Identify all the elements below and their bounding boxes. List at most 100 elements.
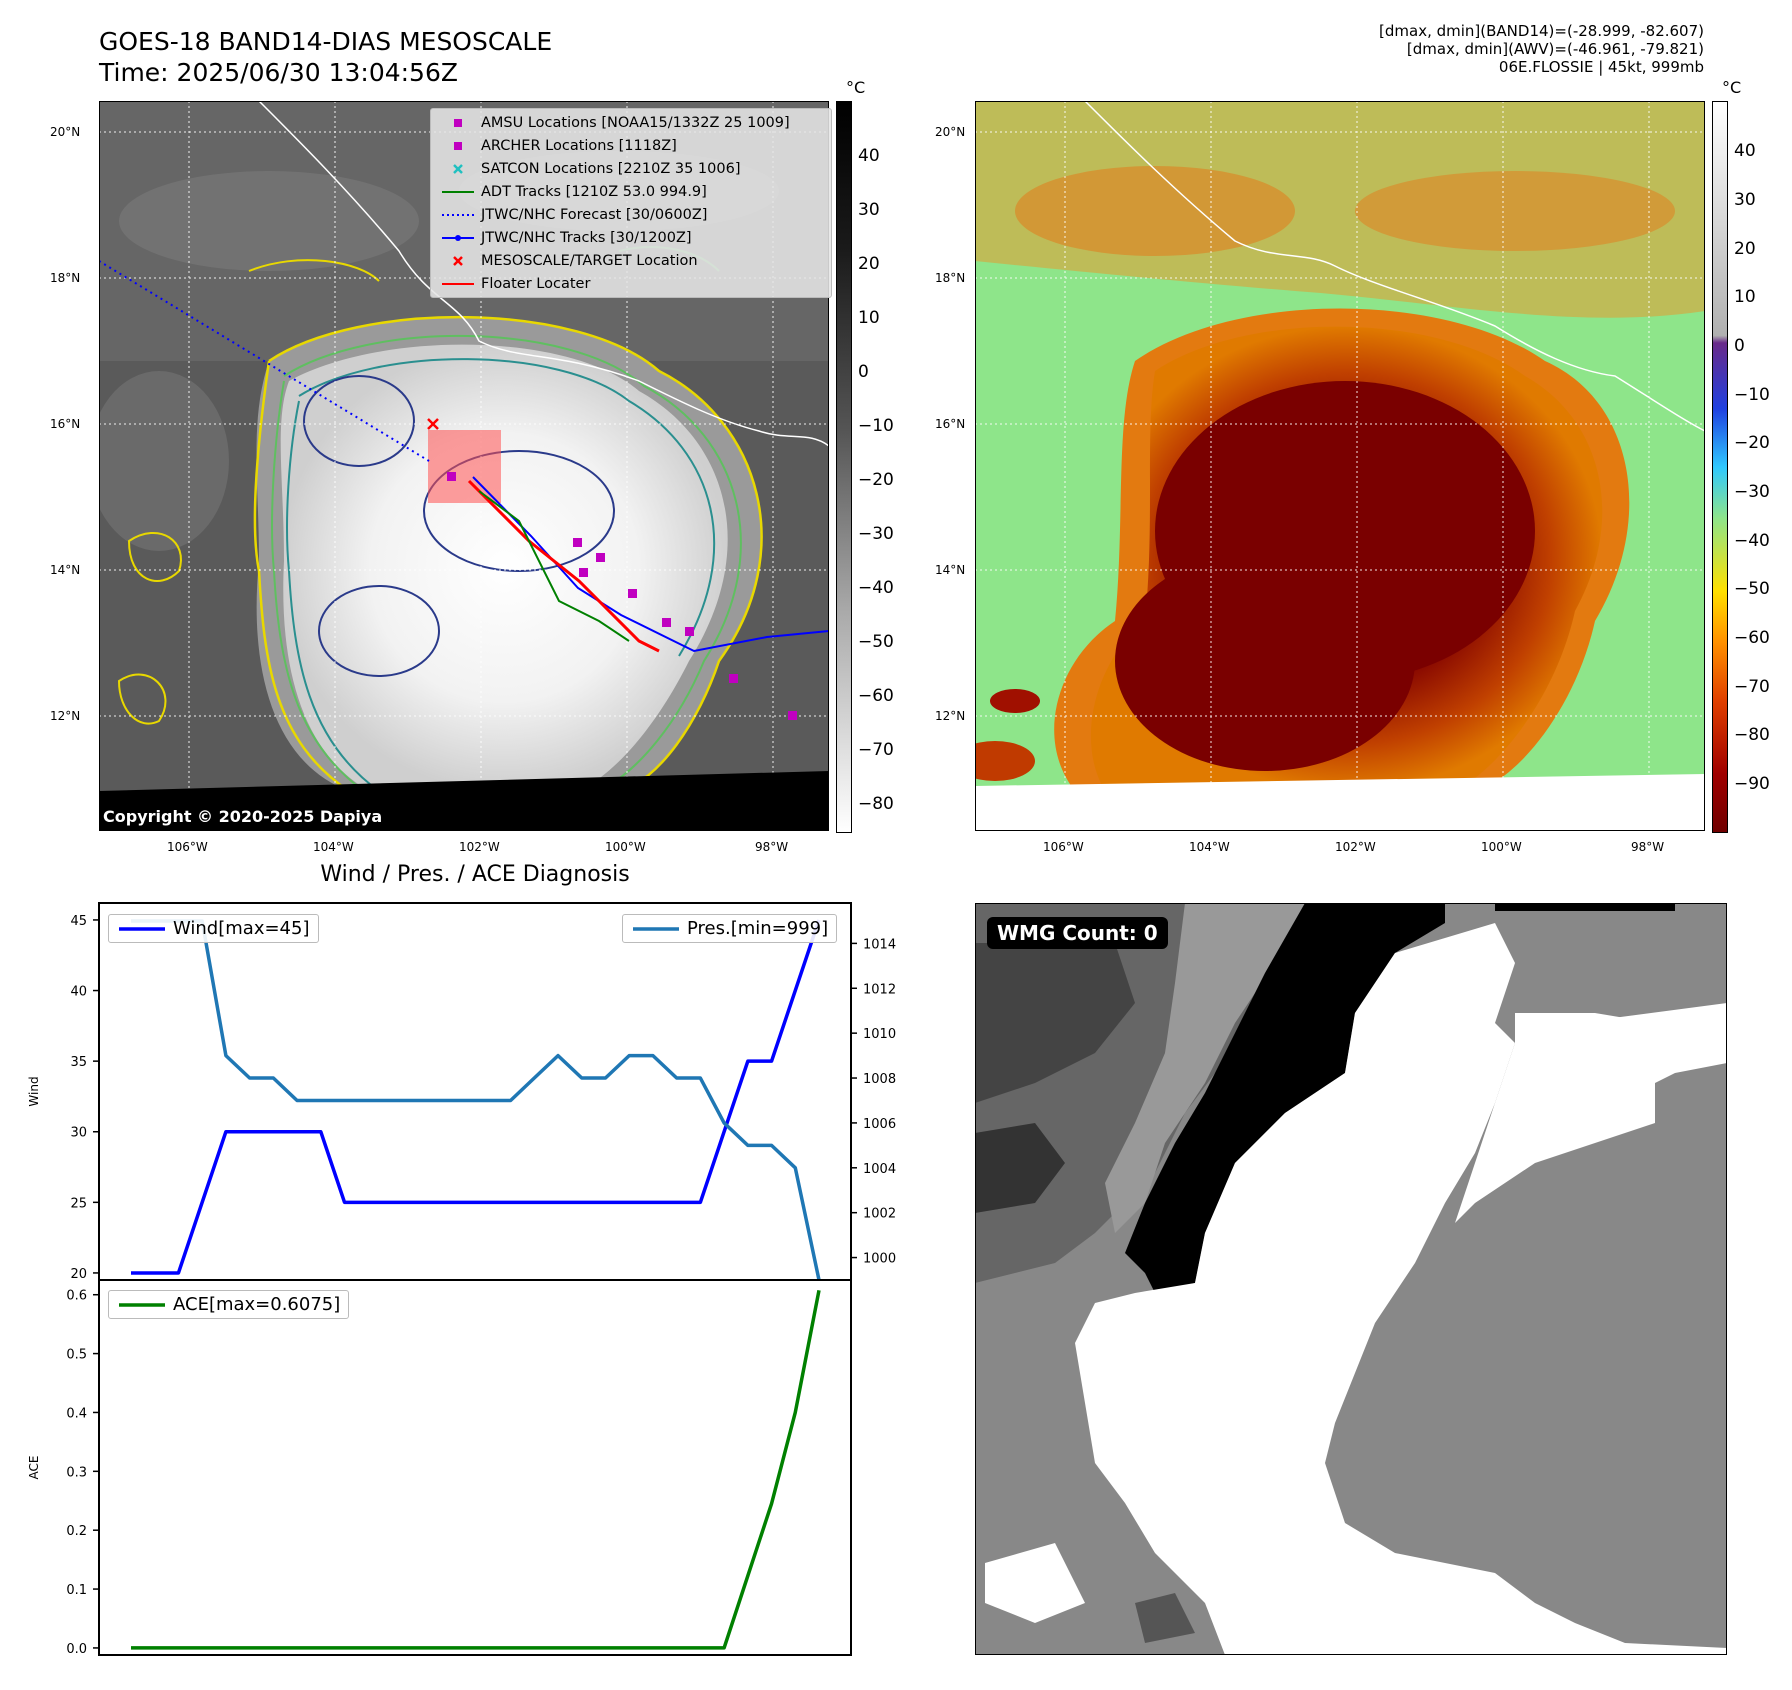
cb-tick: 0 — [1734, 336, 1745, 356]
legend-label: ARCHER Locations [1118Z] — [481, 137, 677, 154]
y-tick-label: 0.2 — [66, 1524, 87, 1539]
cb-tick: −10 — [858, 416, 894, 436]
cb-tick: 20 — [1734, 239, 1756, 259]
lon-label: 104°W — [1189, 840, 1230, 854]
cb-tick: −80 — [1734, 725, 1770, 745]
wind-legend-label: Wind[max=45] — [173, 918, 310, 939]
colorbar-right — [1712, 101, 1728, 833]
legend-label: JTWC/NHC Tracks [30/1200Z] — [481, 229, 692, 246]
lat-label: 14°N — [935, 563, 966, 577]
lat-label: 12°N — [935, 709, 966, 723]
cb-tick: −20 — [1734, 433, 1770, 453]
y2-tick-label: 1002 — [863, 1207, 896, 1222]
cb-tick: −50 — [1734, 579, 1770, 599]
legend-item-forecast: JTWC/NHC Forecast [30/0600Z] — [435, 203, 827, 226]
series-line — [131, 919, 821, 1275]
ace-legend: ACE[max=0.6075] — [108, 1290, 350, 1319]
legend-item-satcon: SATCON Locations [2210Z 35 1006] — [435, 157, 827, 180]
pressure-legend-label: Pres.[min=999] — [687, 918, 829, 939]
y2-tick-label: 1010 — [863, 1027, 896, 1042]
cb-tick: −80 — [858, 794, 894, 814]
y-tick-label: 45 — [70, 914, 87, 929]
y2-tick-label: 1008 — [863, 1072, 896, 1087]
legend-item-tracks: JTWC/NHC Tracks [30/1200Z] — [435, 226, 827, 249]
cb-tick: −40 — [858, 578, 894, 598]
lon-label: 100°W — [605, 840, 646, 854]
pressure-legend: Pres.[min=999] — [622, 914, 838, 943]
cb-tick: 10 — [1734, 287, 1756, 307]
legend-label: Floater Locater — [481, 275, 591, 292]
cb-tick: −10 — [1734, 385, 1770, 405]
map-legend: AMSU Locations [NOAA15/1332Z 25 1009] AR… — [430, 108, 832, 298]
wind-legend: Wind[max=45] — [108, 914, 319, 943]
y-tick-label: 40 — [70, 985, 87, 1000]
cb-tick: −70 — [858, 740, 894, 760]
lat-label: 20°N — [935, 125, 966, 139]
ir-map-right — [975, 101, 1705, 831]
info-line-1: [dmax, dmin](BAND14)=(-28.999, -82.607) — [1379, 22, 1704, 40]
cb-tick: 20 — [858, 254, 880, 274]
y2-tick-label: 1006 — [863, 1117, 896, 1132]
y-tick-label: 0.3 — [66, 1465, 87, 1480]
ace-panel: 0.6 0.5 0.4 0.3 0.2 0.1 0.0 ACE — [27, 1279, 852, 1657]
pressure-legend-swatch — [633, 926, 679, 931]
cb-tick: −40 — [1734, 531, 1770, 551]
title-line-2: Time: 2025/06/30 13:04:56Z — [99, 58, 458, 87]
legend-item-floater: Floater Locater — [435, 272, 827, 295]
lon-label: 104°W — [313, 840, 354, 854]
y-tick-label: 35 — [70, 1055, 87, 1070]
lat-label: 16°N — [50, 417, 81, 431]
y-tick-label: 0.6 — [66, 1289, 87, 1304]
lat-label: 20°N — [50, 125, 81, 139]
y-axis-label: ACE — [27, 1456, 41, 1480]
figure-title: GOES-18 BAND14-DIAS MESOSCALE Time: 2025… — [99, 26, 552, 88]
legend-label: AMSU Locations [NOAA15/1332Z 25 1009] — [481, 114, 790, 131]
cb-tick: −50 — [858, 632, 894, 652]
y-tick-label: 25 — [70, 1196, 87, 1211]
y-tick-label: 0.1 — [66, 1583, 87, 1598]
diagnosis-title: Wind / Pres. / ACE Diagnosis — [320, 862, 630, 887]
y-tick-label: 0.5 — [66, 1348, 87, 1363]
cb-tick: 30 — [1734, 190, 1756, 210]
y2-tick-label: 1012 — [863, 982, 896, 997]
colorbar-left-ticks: 40 30 20 10 0 −10 −20 −30 −40 −50 −60 −7… — [858, 101, 918, 831]
plot-frame — [98, 902, 852, 1281]
y-tick-label: 30 — [70, 1126, 87, 1141]
cb-tick: −60 — [1734, 628, 1770, 648]
lon-label: 102°W — [1335, 840, 1376, 854]
y-tick-label: 20 — [70, 1267, 87, 1282]
legend-item-amsu: AMSU Locations [NOAA15/1332Z 25 1009] — [435, 111, 827, 134]
wind-pres-ace-charts: 45 40 35 30 25 20 Wind 1014 1012 1010 1008 1006 1004… — [27, 902, 896, 1657]
legend-item-target: MESOSCALE/TARGET Location — [435, 249, 827, 272]
info-line-2: [dmax, dmin](AWV)=(-46.961, -79.821) — [1406, 40, 1704, 58]
lon-label: 100°W — [1481, 840, 1522, 854]
cb-tick: 0 — [858, 362, 869, 382]
cb-tick: 40 — [1734, 141, 1756, 161]
colorbar-left — [836, 101, 852, 833]
y2-tick-label: 1004 — [863, 1162, 896, 1177]
wmg-count-label: WMG Count: 0 — [987, 917, 1168, 949]
wmg-panel — [975, 903, 1727, 1655]
wind-pressure-panel: 45 40 35 30 25 20 Wind 1014 1012 1010 1008 1006 1004… — [27, 902, 896, 1282]
title-line-1: GOES-18 BAND14-DIAS MESOSCALE — [99, 27, 553, 56]
series-line — [131, 919, 821, 1281]
colorbar-left-unit: °C — [846, 78, 866, 97]
lat-label: 16°N — [935, 417, 966, 431]
legend-item-archer: ARCHER Locations [1118Z] — [435, 134, 827, 157]
ace-legend-label: ACE[max=0.6075] — [173, 1294, 341, 1315]
legend-label: JTWC/NHC Forecast [30/0600Z] — [481, 206, 708, 223]
lon-label: 106°W — [167, 840, 208, 854]
y-tick-label: 0.4 — [66, 1406, 87, 1421]
cb-tick: −20 — [858, 470, 894, 490]
lon-label: 98°W — [1631, 840, 1665, 854]
lat-label: 18°N — [935, 271, 966, 285]
colorbar-right-unit: °C — [1722, 78, 1742, 97]
cb-tick: 10 — [858, 308, 880, 328]
lat-label: 12°N — [50, 709, 81, 723]
lon-label: 102°W — [459, 840, 500, 854]
cb-tick: −70 — [1734, 677, 1770, 697]
cb-tick: −60 — [858, 686, 894, 706]
y2-tick-label: 1014 — [863, 937, 896, 952]
copyright-text: Copyright © 2020-2025 Dapiya — [103, 807, 383, 826]
plot-frame — [98, 1279, 852, 1656]
